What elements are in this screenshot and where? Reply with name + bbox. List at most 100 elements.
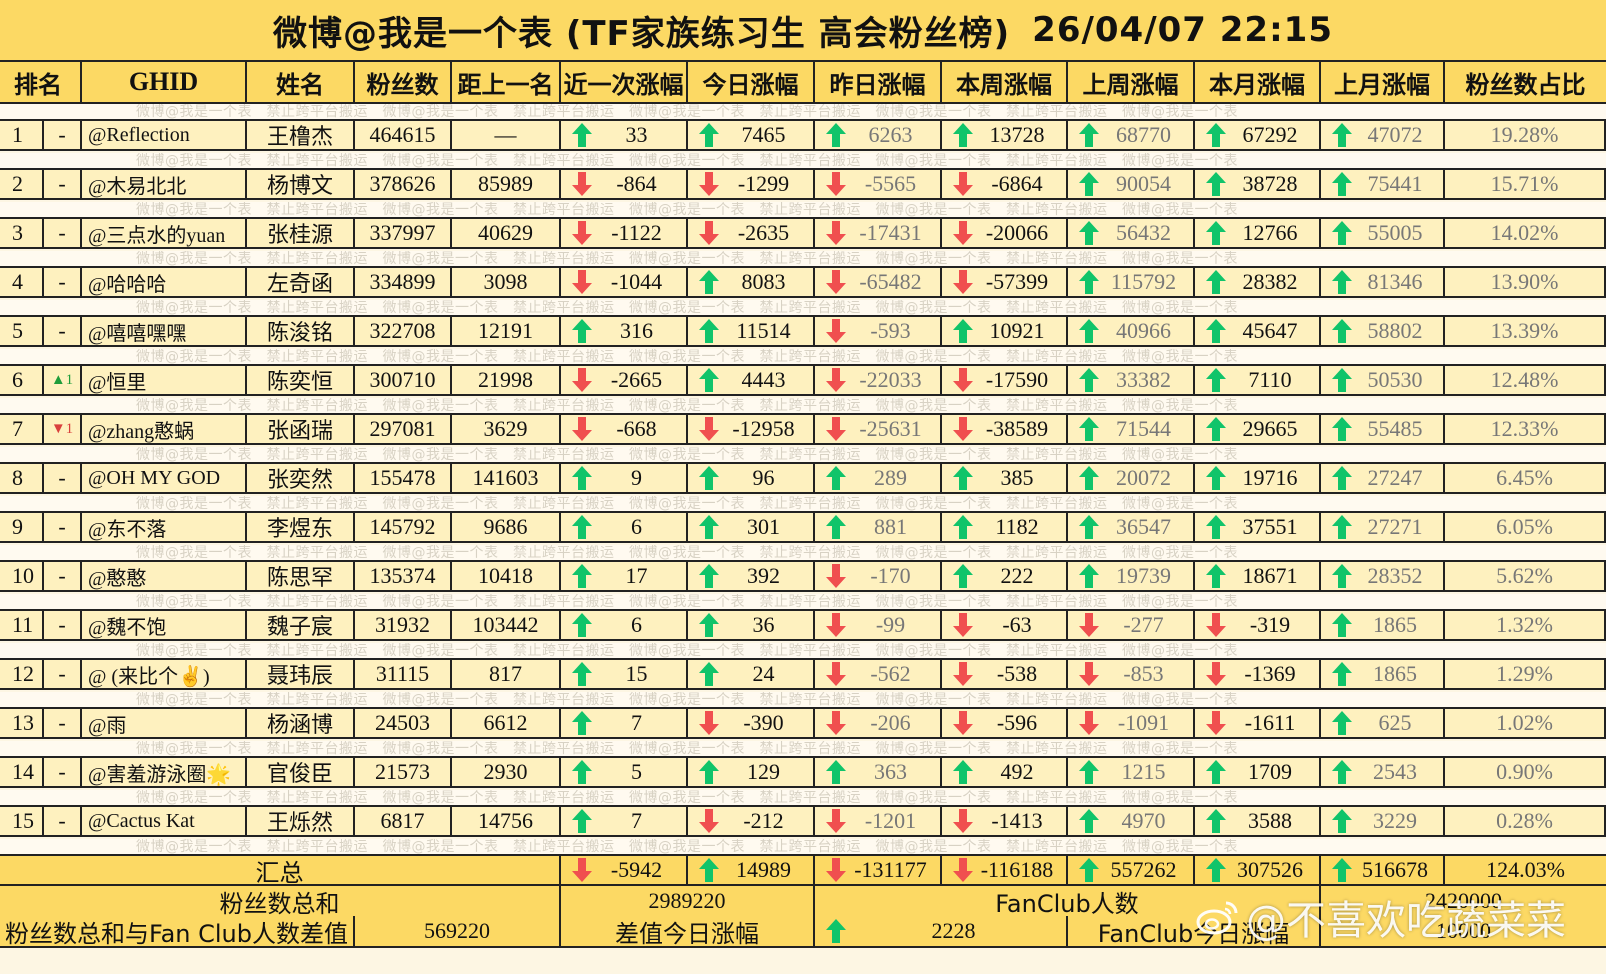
- column-header[interactable]: 粉丝数: [355, 62, 452, 102]
- ghid-cell: @魏不饱: [82, 611, 247, 639]
- yesterday-value: 6263: [868, 122, 913, 147]
- arrow-down-icon: [952, 612, 974, 638]
- column-header-label: 昨日涨幅: [829, 70, 926, 99]
- column-header[interactable]: 姓名: [247, 62, 355, 102]
- last-month-value: 27271: [1367, 514, 1423, 539]
- name-cell: 陈浚铭: [247, 317, 355, 345]
- table-row[interactable]: 13- @雨 杨涵博 24503 6612 7 -390 -206 -596 -1091 -1611…: [0, 707, 1606, 739]
- arrow-down-icon: [825, 710, 847, 736]
- column-header[interactable]: 粉丝数占比: [1445, 62, 1606, 102]
- yesterday-cell: -206: [815, 709, 942, 737]
- fanclub-value: 2420000: [1425, 888, 1502, 913]
- table-row[interactable]: 5 - @嘻嘻嘿嘿 陈浚铭 322708 12191 316 11514 -593 10921 40…: [0, 315, 1606, 347]
- this-month-cell: 3588: [1195, 807, 1321, 835]
- this-week-cell: -38589: [942, 415, 1068, 443]
- name-value: 陈思罕: [266, 566, 333, 590]
- rank-value: 10: [12, 563, 34, 588]
- table-row[interactable]: 9 - @东不落 李煜东 145792 9686 6 301 881 1182 36547 37551…: [0, 511, 1606, 543]
- table-row[interactable]: 8 - @OH MY GOD 张奕然 155478 141603 9 96 289 385 2007…: [0, 462, 1606, 494]
- arrow-up-icon: [1078, 269, 1100, 295]
- table-row[interactable]: 14- @害羞游泳圈🌟 官俊臣 21573 2930 5 129 363 492 1215 1709…: [0, 756, 1606, 788]
- column-header[interactable]: 本周涨幅: [942, 62, 1068, 102]
- diff-today-label-cell: 差值今日涨幅: [561, 916, 815, 946]
- column-header[interactable]: 今日涨幅: [688, 62, 815, 102]
- rank-change-value: -: [58, 563, 66, 588]
- arrow-up-icon: [698, 318, 720, 344]
- arrow-down-icon: [825, 808, 847, 834]
- gap-cell: 6612: [452, 709, 561, 737]
- summary-last-week-cell: 557262: [1068, 856, 1195, 884]
- fans-cell: 6817: [355, 807, 452, 835]
- watermark-strip: 微博@我是一个表 禁止跨平台搬运 微博@我是一个表 禁止跨平台搬运 微博@我是一…: [0, 251, 1606, 268]
- this-week-cell: -63: [942, 611, 1068, 639]
- table-row[interactable]: 7 ▼1 @zhang憨蜗 张函瑞 297081 3629 -668 -12958 -25631…: [0, 413, 1606, 445]
- column-header-label: 姓名: [276, 70, 324, 99]
- watermark-strip: 微博@我是一个表 禁止跨平台搬运 微博@我是一个表 禁止跨平台搬运 微博@我是一…: [0, 643, 1606, 660]
- arrow-up-icon: [571, 563, 593, 589]
- arrow-up-icon: [1078, 759, 1100, 785]
- fans-cell: 464615: [355, 121, 452, 149]
- arrow-down-icon: [952, 857, 974, 883]
- gap-value: 6612: [483, 710, 528, 735]
- arrow-up-icon: [1331, 612, 1353, 638]
- fanclub-label: FanClub人数: [995, 889, 1139, 917]
- column-header[interactable]: 昨日涨幅: [815, 62, 942, 102]
- today-value: 96: [752, 465, 775, 490]
- last-month-cell: 47072: [1321, 121, 1445, 149]
- last-week-value: 115792: [1110, 269, 1177, 294]
- table-row[interactable]: 11- @魏不饱 魏子宸 31932 103442 6 36 -99 -63 -277 -319 18…: [0, 609, 1606, 641]
- share-value: 19.28%: [1490, 122, 1559, 147]
- column-header[interactable]: 本月涨幅: [1195, 62, 1321, 102]
- this-month-cell: 28382: [1195, 268, 1321, 296]
- rank-change-value: -: [58, 122, 66, 147]
- rank-change-cell: -: [44, 562, 82, 590]
- rank-cell: 3: [0, 219, 44, 247]
- share-value: 13.39%: [1490, 318, 1559, 343]
- table-row[interactable]: 10- @憨憨 陈思罕 135374 10418 17 392 -170 222 19739 186…: [0, 560, 1606, 592]
- arrow-up-icon: [698, 122, 720, 148]
- table-row[interactable]: 2 - @木易北北 杨博文 378626 85989 -864 -1299 -5565 -6864…: [0, 168, 1606, 200]
- rank-change-value: -: [58, 220, 66, 245]
- share-value: 6.05%: [1496, 514, 1553, 539]
- column-header[interactable]: 距上一名: [452, 62, 561, 102]
- summary-last-month-value: 516678: [1362, 857, 1428, 882]
- column-header-label: 距上一名: [457, 70, 554, 99]
- table-row[interactable]: 15- @Cactus Kat 王烁然 6817 14756 7 -212 -1201 -141…: [0, 805, 1606, 837]
- arrow-up-icon: [825, 759, 847, 785]
- recent-cell: 7: [561, 807, 688, 835]
- table-header: 排名 GHID 姓名 粉丝数 距上一名 近一次涨幅 今日涨幅 昨日涨幅 本周涨幅 上周涨幅 本月涨幅…: [0, 62, 1606, 104]
- column-header[interactable]: 近一次涨幅: [561, 62, 688, 102]
- arrow-up-icon: [698, 661, 720, 687]
- arrow-down-icon: [825, 661, 847, 687]
- arrow-up-icon: [571, 514, 593, 540]
- column-header[interactable]: 上周涨幅: [1068, 62, 1195, 102]
- diff-value: 569220: [424, 918, 490, 943]
- this-month-value: 1709: [1248, 759, 1292, 784]
- ghid-cell: @嘻嘻嘿嘿: [82, 317, 247, 345]
- yesterday-value: -206: [870, 710, 911, 735]
- today-value: 301: [747, 514, 780, 539]
- column-header[interactable]: GHID: [82, 62, 247, 102]
- arrow-up-icon: [1078, 808, 1100, 834]
- table-row[interactable]: 4 - @哈哈哈 左奇函 334899 3098 -1044 8083 -65482 -57399…: [0, 266, 1606, 298]
- name-value: 张奕然: [266, 468, 333, 492]
- this-week-value: -538: [996, 661, 1038, 686]
- table-row[interactable]: 6 ▲1 @恒里 陈奕恒 300710 21998 -2665 4443 -22033 -1759…: [0, 364, 1606, 396]
- share-cell: 6.45%: [1445, 464, 1606, 492]
- column-header[interactable]: 排名: [0, 62, 82, 102]
- gap-value: 2930: [483, 759, 528, 784]
- watermark-strip: 微博@我是一个表 禁止跨平台搬运 微博@我是一个表 禁止跨平台搬运 微博@我是一…: [0, 153, 1606, 170]
- arrow-down-icon: [571, 171, 593, 197]
- last-month-cell: 55005: [1321, 219, 1445, 247]
- name-cell: 官俊臣: [247, 758, 355, 786]
- today-cell: 392: [688, 562, 815, 590]
- rank-value: 5: [12, 318, 23, 343]
- column-header-label: 上月涨幅: [1334, 70, 1430, 99]
- summary-row: 汇总 -5942 14989 -131177 -116188 557262 307526 51…: [0, 854, 1606, 886]
- table-row[interactable]: 1 - @Reflection 王橹杰 464615 — 33 7465 6263 13728 68…: [0, 119, 1606, 151]
- table-row[interactable]: 3 - @三点水的yuan 张桂源 337997 40629 -1122 -2635 -1743…: [0, 217, 1606, 249]
- fanclub-today-label: FanClub今日涨幅: [1097, 919, 1290, 947]
- table-row[interactable]: 12- @ (来比个✌️) 聂玮辰 31115 817 15 24 -562 -538 -853 -…: [0, 658, 1606, 690]
- rank-cell: 9: [0, 513, 44, 541]
- column-header[interactable]: 上月涨幅: [1321, 62, 1445, 102]
